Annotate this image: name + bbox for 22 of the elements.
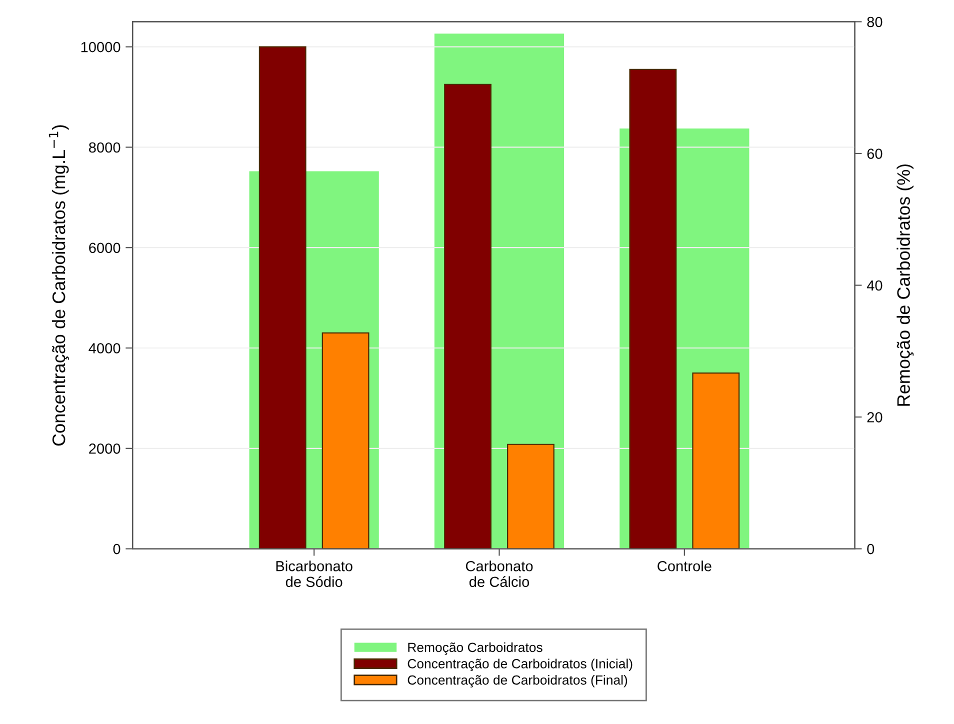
y2-axis-title: Remoção de Carboidratos (%) [896, 164, 914, 406]
y2-tick-label: 60 [867, 148, 882, 159]
y-tick-label: 8000 [88, 142, 120, 153]
y-axis-title: Concentração de Carboidratos (mg.L$^{−1}$) [48, 125, 69, 446]
bar [322, 332, 370, 549]
x-tick-label: Controle [658, 560, 712, 572]
y-tick-label: 10000 [81, 42, 120, 52]
y2-tick-label: 80 [867, 16, 882, 28]
y-tick-label: 4000 [88, 343, 120, 354]
y-tick-label: 2000 [89, 444, 120, 454]
x-tick-label: Bicarbonato de Sódio [276, 560, 352, 588]
x-tick-label: Carbonato de Cálcio [466, 560, 533, 588]
y-tick-label: 6000 [89, 242, 120, 254]
y-tick-label: 0 [113, 544, 120, 554]
y2-tick-label: 40 [866, 280, 882, 291]
bar [692, 372, 740, 549]
y2-tick-label: 0 [867, 544, 874, 554]
legend-label: Concentração de Carboidratos (Final) [408, 675, 628, 688]
legend-label: Concentração de Carboidratos (Inicial) [408, 658, 632, 672]
legend-label: Remoção Carboidratos [408, 642, 542, 655]
bar [507, 444, 554, 549]
y2-tick-label: 20 [867, 412, 882, 422]
